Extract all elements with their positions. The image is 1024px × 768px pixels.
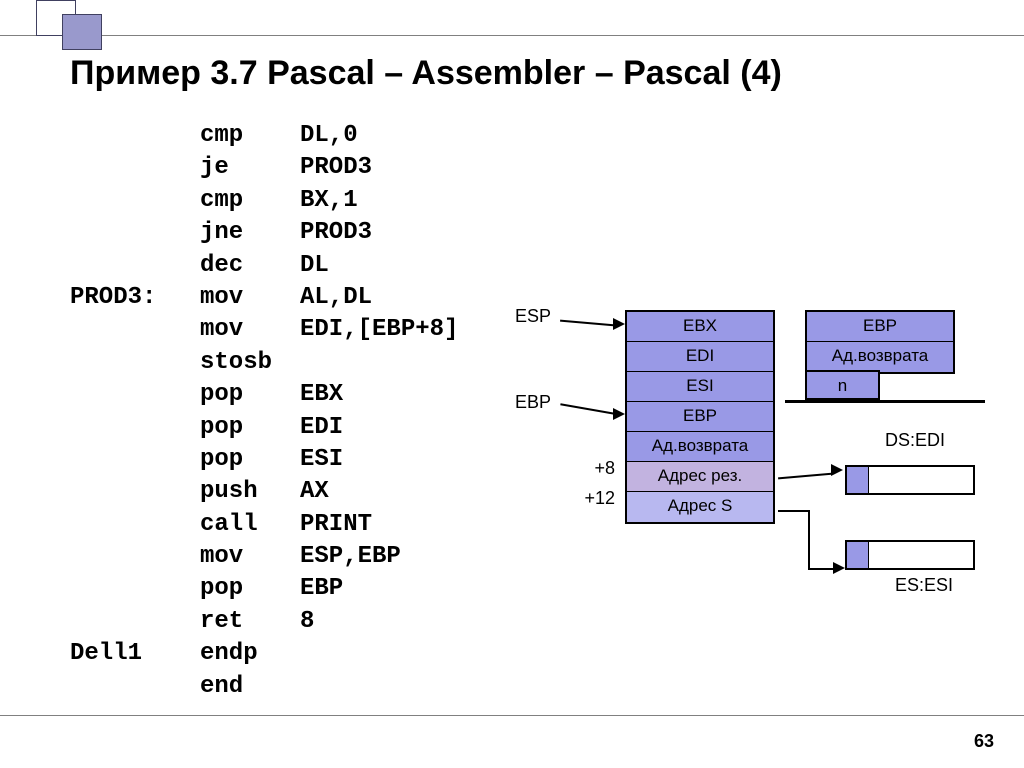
esp-arrowhead: [613, 318, 625, 330]
stack-cell: ESI: [627, 372, 773, 402]
stack-cell: Ад.возврата: [627, 432, 773, 462]
stack-cell: EBP: [627, 402, 773, 432]
esp-label: ESP: [515, 306, 551, 327]
esp-arrow-line: [560, 320, 615, 327]
stack-cell: Адрес S: [627, 492, 773, 522]
memory-block-dsedi: [845, 465, 975, 495]
dsedi-label: DS:EDI: [885, 430, 945, 451]
assembly-code-block: cmpDL,0 jePROD3 cmpBX,1 jnePROD3 decDL P…: [70, 120, 458, 703]
esesi-arrow-v: [808, 510, 810, 570]
stack-divider-line: [785, 400, 985, 403]
slide-title: Пример 3.7 Pascal – Assembler – Pascal (…: [70, 54, 782, 93]
stack-cell: Адрес рез.: [627, 462, 773, 492]
stack-cell: EBP: [807, 312, 953, 342]
offset-8: +8: [575, 458, 615, 479]
stack-cell-n: n: [805, 370, 880, 400]
stack-frame-main: EBXEDIESIEBPАд.возвратаАдрес рез.Адрес S: [625, 310, 775, 524]
dsedi-arrow-line: [778, 473, 833, 480]
offset-12: +12: [575, 488, 615, 509]
stack-cell: EBX: [627, 312, 773, 342]
esesi-arrow-h2: [808, 568, 836, 570]
esesi-arrowhead: [833, 562, 845, 574]
stack-frame-callee: EBPАд.возврата: [805, 310, 955, 374]
esesi-arrow-h1: [778, 510, 808, 512]
page-number: 63: [974, 731, 994, 752]
top-border: [0, 0, 1024, 36]
memory-seg-dsedi: [847, 467, 869, 493]
bottom-border: [0, 715, 1024, 716]
ebp-arrow-line: [560, 403, 615, 415]
stack-cell: EDI: [627, 342, 773, 372]
stack-diagram: ESP EBP +8 +12 EBXEDIESIEBPАд.возвратаАд…: [515, 300, 1015, 660]
dsedi-arrowhead: [831, 464, 843, 476]
ebp-label: EBP: [515, 392, 551, 413]
stack-cell: Ад.возврата: [807, 342, 953, 372]
esesi-label: ES:ESI: [895, 575, 953, 596]
ebp-arrowhead: [613, 408, 625, 420]
memory-block-esesi: [845, 540, 975, 570]
deco-square-purple: [62, 14, 102, 50]
memory-seg-esesi: [847, 542, 869, 568]
